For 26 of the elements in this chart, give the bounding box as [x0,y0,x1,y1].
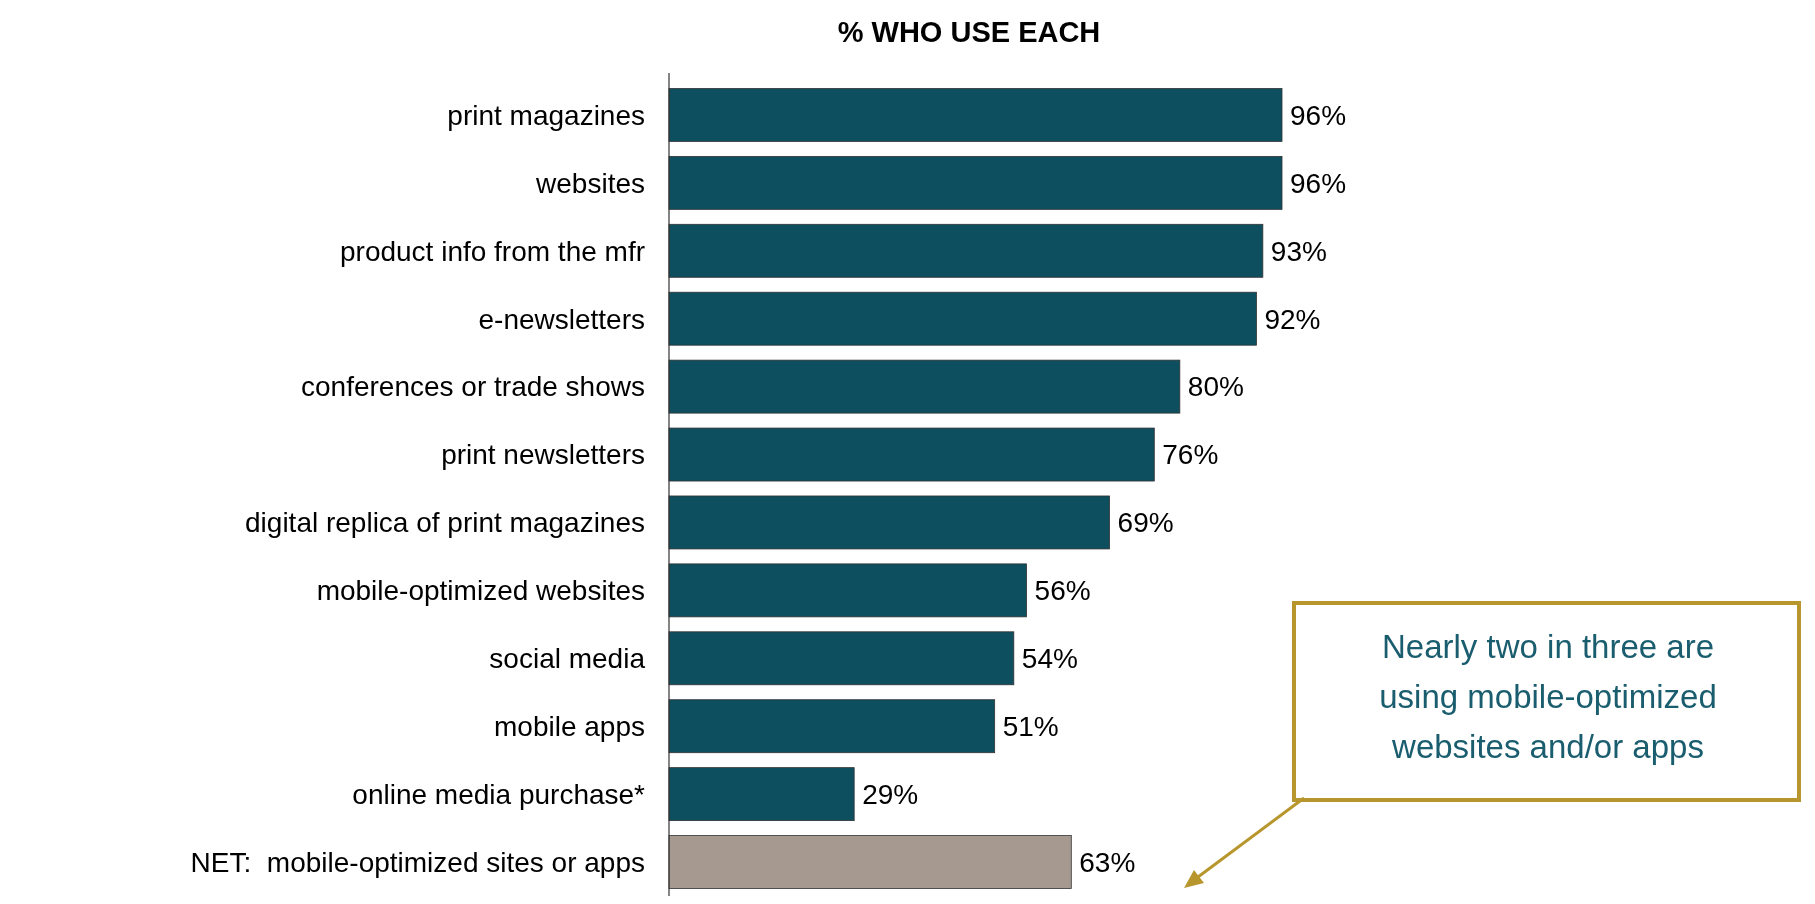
y-tick-label: e-newsletters [478,303,645,335]
data-label: 56% [1034,575,1091,607]
data-label: 92% [1264,303,1321,335]
y-tick-label: mobile apps [494,711,645,743]
chart-title: % WHO USE EACH [837,16,1101,48]
y-tick-label: conferences or trade shows [301,371,645,403]
y-tick-label: mobile-optimized websites [316,575,645,607]
data-label: 76% [1162,439,1219,471]
data-label: 51% [1002,711,1059,743]
data-label: 63% [1079,846,1136,878]
data-label: 54% [1021,643,1078,675]
data-label: 96% [1290,99,1347,131]
data-label: 29% [862,778,919,810]
y-tick-label: product info from the mfr [339,235,645,267]
y-tick-label: social media [489,643,646,675]
y-tick-label: websites [535,167,645,199]
text: Nearly two in three are using mobile-optimized websites and/or apps [1379,628,1717,765]
y-tick-label: online media purchase* [352,778,646,810]
y-tick-label: print newsletters [441,439,645,471]
data-label: 96% [1290,167,1347,199]
y-tick-label: digital replica of print magazines [245,507,645,539]
data-label: 93% [1270,235,1327,267]
y-tick-label: NET: mobile-optimized sites or apps [190,846,645,878]
y-tick-label: print magazines [447,99,645,131]
data-label: 69% [1117,507,1174,539]
data-label: 80% [1187,371,1244,403]
